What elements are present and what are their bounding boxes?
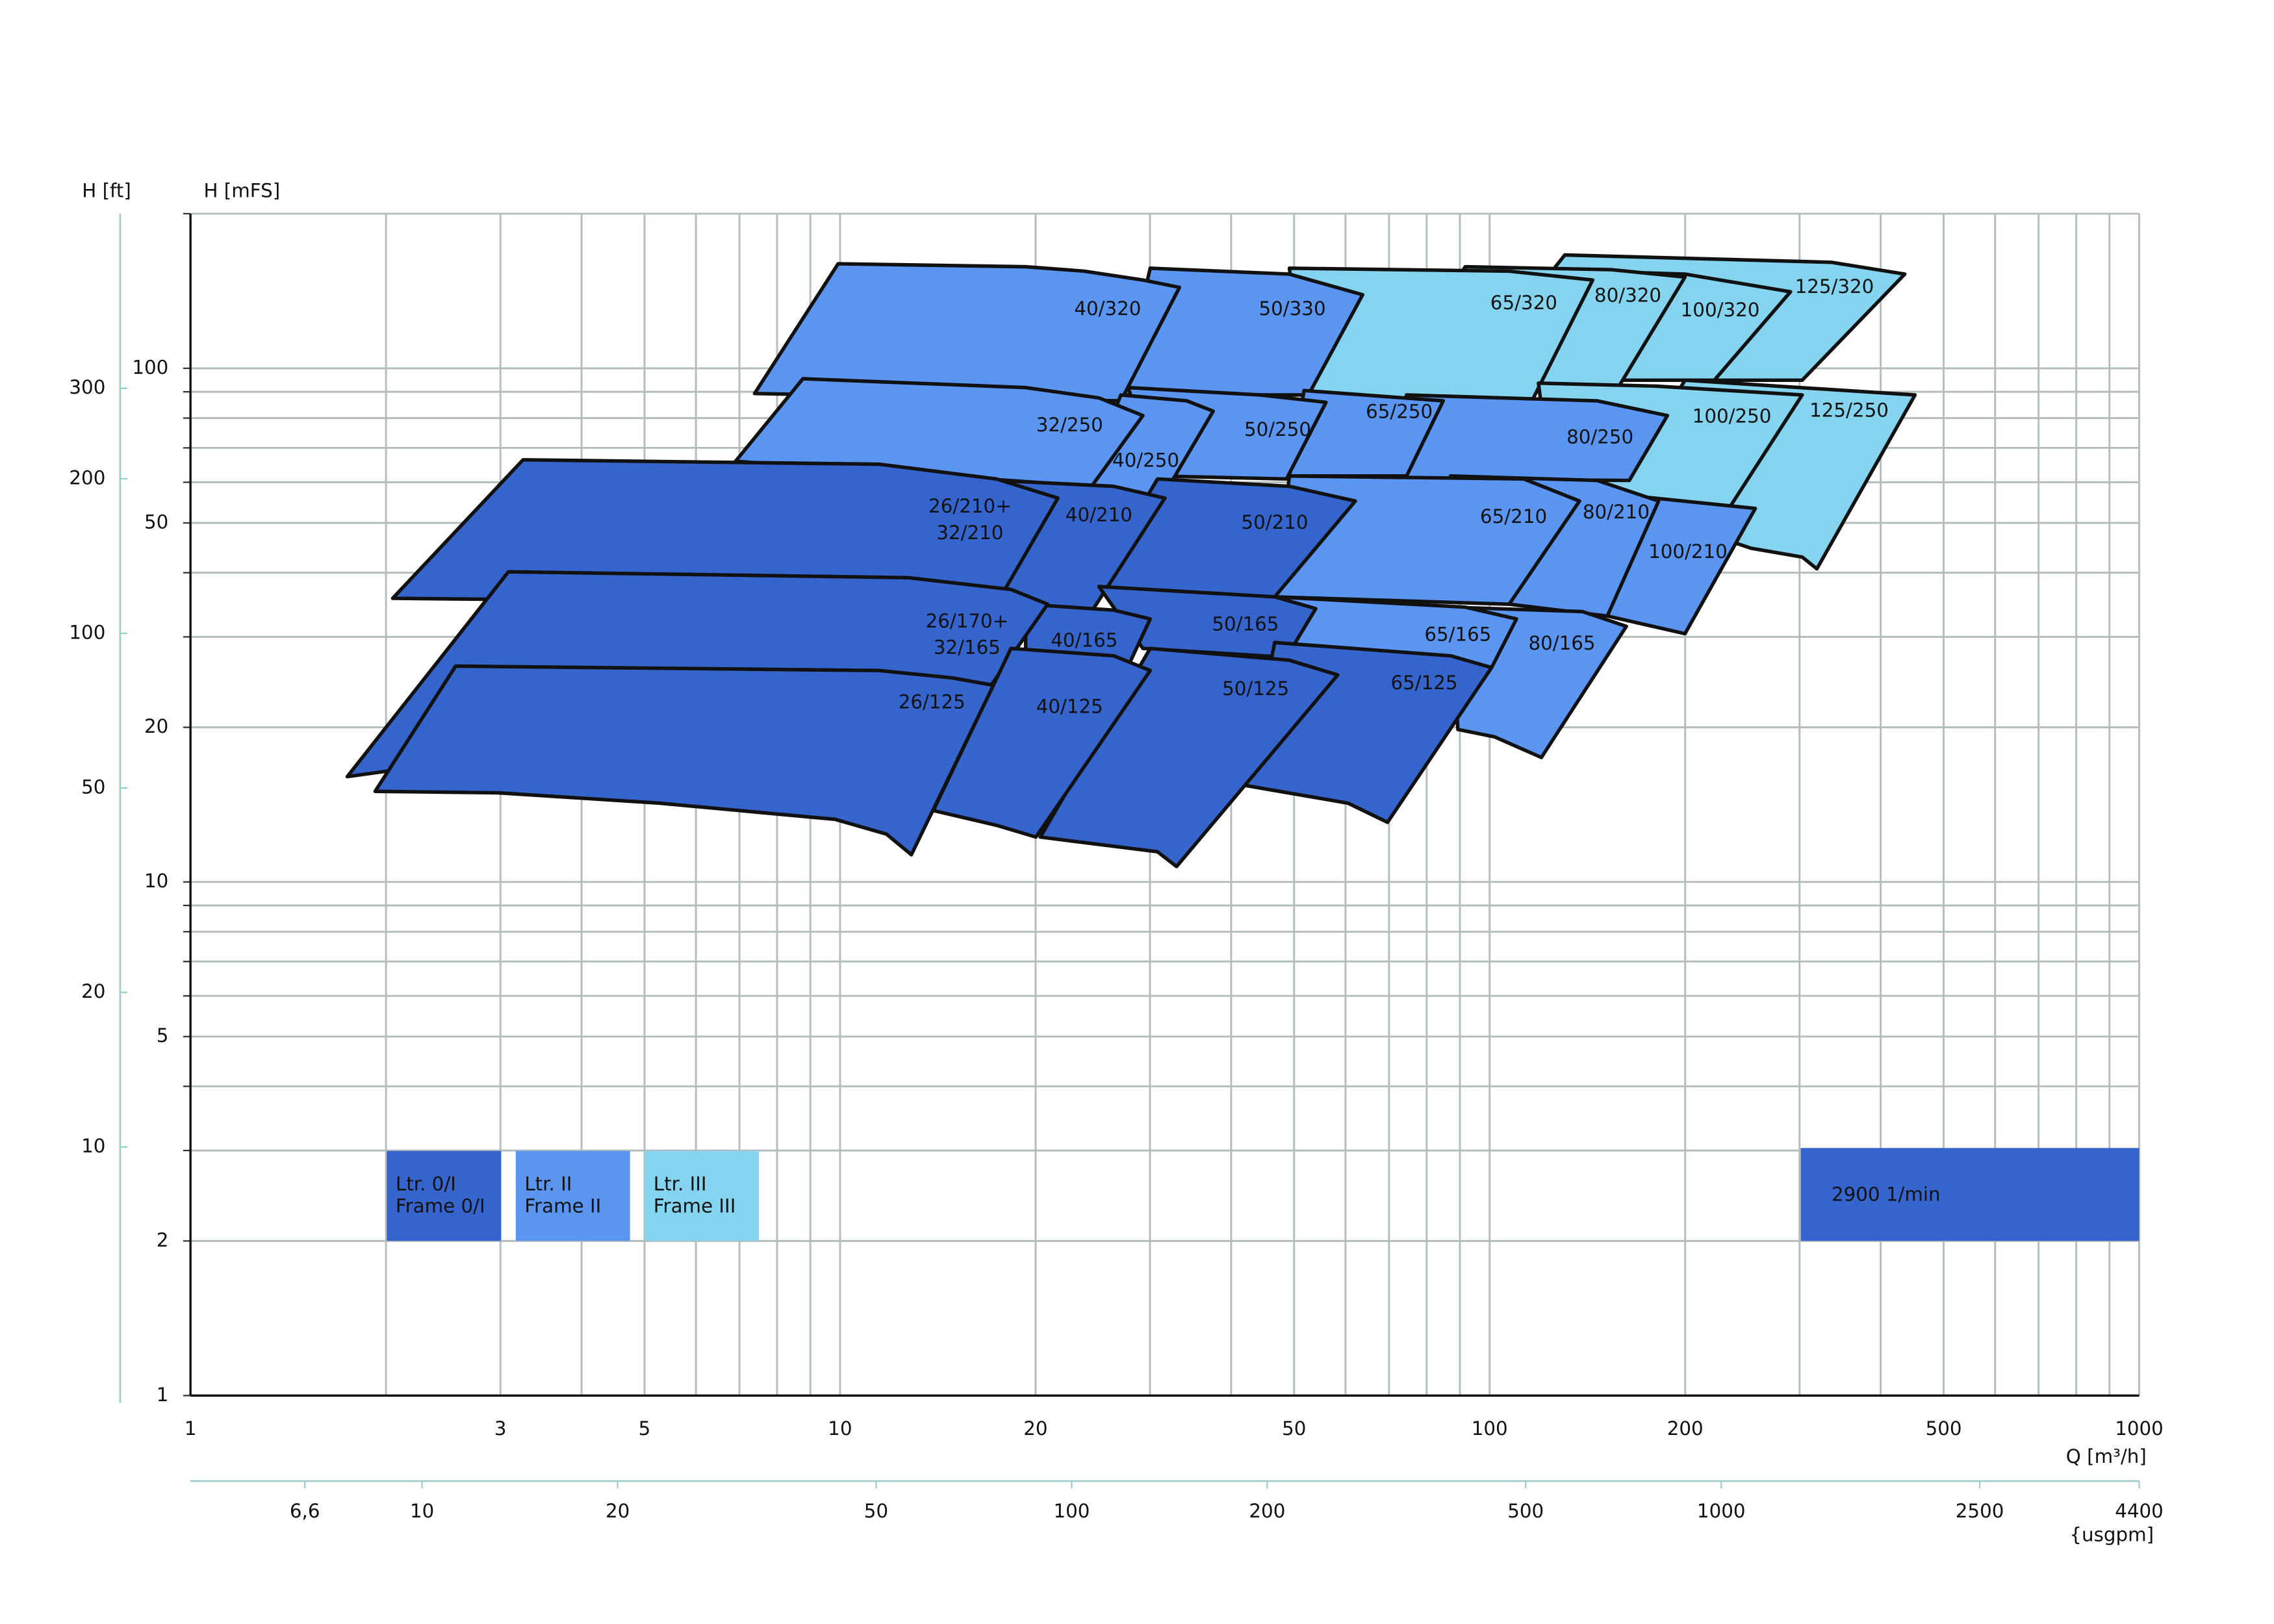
legend-label: Frame III bbox=[654, 1195, 736, 1217]
region-label: 125/250 bbox=[1809, 399, 1889, 421]
region-label: 32/250 bbox=[1036, 414, 1103, 436]
x-tick-label: 1 bbox=[185, 1417, 197, 1440]
y2-tick-label: 10 bbox=[81, 1135, 105, 1157]
region-label: 65/125 bbox=[1390, 672, 1457, 694]
region-label: 26/210+ bbox=[928, 495, 1012, 517]
y2-tick-label: 200 bbox=[69, 466, 105, 488]
legend-label: Ltr. 0/I bbox=[396, 1173, 456, 1195]
x2-tick-label: 10 bbox=[410, 1500, 434, 1522]
x-tick-label: 200 bbox=[1667, 1417, 1704, 1440]
legend-box bbox=[645, 1150, 760, 1241]
speed-label: 2900 1/min bbox=[1832, 1183, 1941, 1205]
region-label: 32/165 bbox=[934, 637, 1001, 659]
region-label: 65/165 bbox=[1424, 623, 1491, 645]
x-tick-label: 5 bbox=[639, 1417, 651, 1440]
legend-label: Ltr. III bbox=[654, 1173, 707, 1195]
x2-tick-label: 200 bbox=[1249, 1500, 1285, 1522]
x2-tick-label: 4400 bbox=[2115, 1500, 2164, 1522]
x2-tick-label: 2500 bbox=[1956, 1500, 2004, 1522]
region-label: 50/330 bbox=[1258, 298, 1325, 320]
region-label: 40/210 bbox=[1066, 503, 1132, 526]
region-label: 40/320 bbox=[1074, 298, 1141, 320]
x-tick-label: 20 bbox=[1023, 1417, 1047, 1440]
y-axis-label: H [mFS] bbox=[203, 179, 280, 201]
region-label: 32/210 bbox=[936, 522, 1003, 544]
x-tick-label: 3 bbox=[494, 1417, 507, 1440]
y2-tick-label: 100 bbox=[69, 621, 105, 643]
region-label: 65/250 bbox=[1366, 401, 1433, 423]
region-label: 100/210 bbox=[1648, 540, 1728, 563]
region-label: 65/320 bbox=[1490, 292, 1557, 314]
x-tick-label: 1000 bbox=[2115, 1417, 2164, 1440]
region-label: 80/165 bbox=[1528, 632, 1595, 654]
region-label: 26/170+ bbox=[926, 610, 1009, 632]
x-tick-label: 500 bbox=[1926, 1417, 1962, 1440]
y2-axis-label: H [ft] bbox=[82, 179, 131, 201]
x2-tick-label: 500 bbox=[1507, 1500, 1544, 1522]
pump-region bbox=[373, 664, 995, 857]
x2-tick-label: 6,6 bbox=[290, 1500, 320, 1522]
region-label: 40/250 bbox=[1112, 450, 1179, 472]
x2-tick-label: 100 bbox=[1053, 1500, 1090, 1522]
x2-tick-label: 50 bbox=[864, 1500, 888, 1522]
y-tick-label: 5 bbox=[157, 1024, 169, 1047]
y2-tick-label: 300 bbox=[69, 376, 105, 398]
region-label: 100/250 bbox=[1693, 405, 1772, 427]
y-tick-label: 20 bbox=[144, 715, 168, 737]
y-tick-label: 2 bbox=[157, 1229, 169, 1251]
speed-box bbox=[1800, 1148, 2140, 1241]
x-tick-label: 10 bbox=[828, 1417, 852, 1440]
legend-box bbox=[387, 1150, 502, 1241]
region-label: 50/165 bbox=[1212, 613, 1279, 635]
x-tick-label: 100 bbox=[1472, 1417, 1508, 1440]
x-axis-label: Q [m³/h] bbox=[2066, 1445, 2147, 1467]
region-label: 100/320 bbox=[1681, 299, 1760, 321]
y2-tick-label: 50 bbox=[81, 776, 105, 798]
region-label: 40/125 bbox=[1036, 695, 1103, 717]
y-tick-label: 50 bbox=[144, 511, 168, 533]
region-label: 80/320 bbox=[1594, 284, 1661, 306]
x-tick-label: 50 bbox=[1282, 1417, 1306, 1440]
pump-region bbox=[390, 458, 1060, 606]
y-tick-label: 10 bbox=[144, 870, 168, 892]
region-label: 26/125 bbox=[899, 691, 965, 713]
y2-tick-label: 20 bbox=[81, 980, 105, 1002]
pump-region bbox=[1038, 646, 1340, 869]
region-label: 50/210 bbox=[1241, 511, 1308, 533]
region-label: 65/210 bbox=[1480, 505, 1547, 527]
region-label: 50/125 bbox=[1222, 678, 1289, 700]
x2-tick-label: 1000 bbox=[1697, 1500, 1746, 1522]
y-tick-label: 100 bbox=[132, 356, 168, 378]
region-label: 125/320 bbox=[1795, 275, 1874, 298]
region-label: 40/165 bbox=[1051, 629, 1118, 651]
region-label: 80/250 bbox=[1566, 425, 1633, 448]
legend-label: Ltr. II bbox=[524, 1173, 572, 1195]
x2-axis-label: {usgpm] bbox=[2069, 1523, 2154, 1545]
legend-label: Frame II bbox=[524, 1195, 601, 1217]
y-tick-label: 1 bbox=[157, 1384, 169, 1406]
x2-tick-label: 20 bbox=[606, 1500, 630, 1522]
region-label: 80/210 bbox=[1583, 501, 1650, 523]
region-label: 50/250 bbox=[1244, 418, 1311, 440]
legend-label: Frame 0/I bbox=[396, 1195, 485, 1217]
legend-box bbox=[515, 1150, 630, 1241]
